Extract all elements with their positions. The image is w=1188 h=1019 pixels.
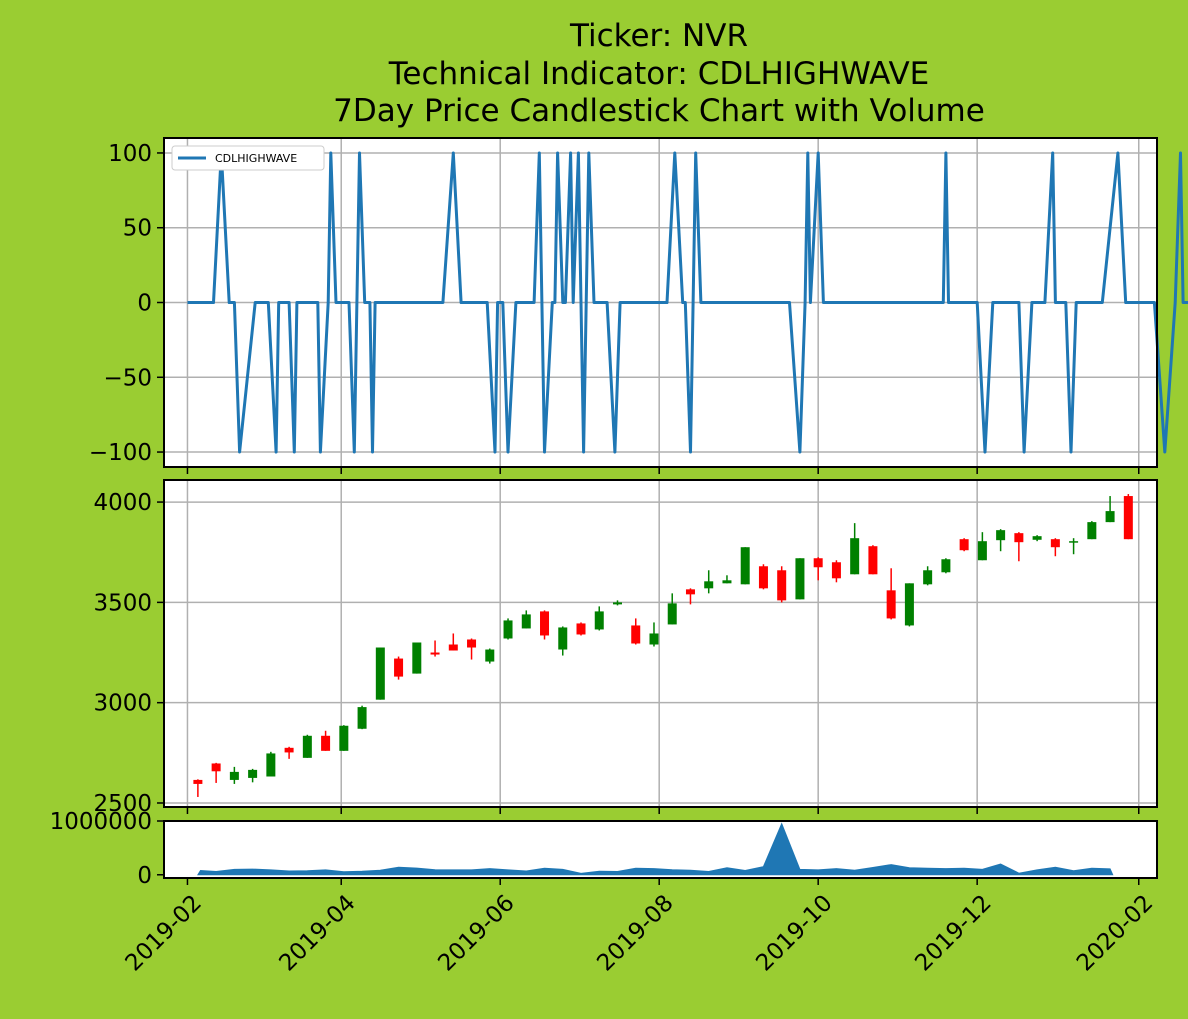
candle-body (612, 602, 622, 605)
price-y-tick-label: 2500 (93, 791, 152, 817)
candle-body (485, 649, 495, 662)
x-tick-label: 2019-04 (274, 890, 360, 976)
candle-body (959, 539, 969, 551)
candle-body (1123, 496, 1133, 540)
chart-title: Ticker: NVR (569, 18, 748, 54)
candle-body (1032, 536, 1042, 540)
chart-subtitle-2: 7Day Price Candlestick Chart with Volume (333, 93, 985, 129)
candle-body (576, 623, 586, 635)
x-tick-label: 2019-12 (910, 890, 996, 976)
candle-body (996, 530, 1006, 541)
candle-body (467, 639, 477, 648)
candle-body (704, 581, 714, 589)
candle-body (339, 725, 349, 751)
candle-body (594, 611, 604, 630)
x-tick-label: 2019-02 (121, 890, 207, 976)
indicator-y-tick-label: −100 (89, 440, 152, 466)
candle-body (850, 538, 860, 575)
price-y-tick-label: 4000 (93, 490, 152, 516)
candle-body (229, 771, 239, 780)
candle-body (394, 658, 404, 677)
candle-body (631, 625, 641, 644)
candle-body (868, 546, 878, 575)
x-tick-label: 2020-02 (1072, 890, 1158, 976)
candle-body (412, 642, 422, 674)
candle-body (813, 558, 823, 568)
volume-panel-frame (163, 820, 1158, 879)
candle-body (1087, 522, 1097, 540)
candle-body (375, 647, 385, 700)
price-y-tick-label: 3000 (93, 691, 152, 717)
candle-body (211, 763, 221, 772)
candle-body (266, 753, 276, 777)
candle-body (448, 644, 458, 651)
legend-label-cdlhighwave: CDLHIGHWAVE (215, 152, 297, 165)
candle-body (321, 735, 331, 751)
indicator-y-tick-label: 0 (137, 291, 152, 317)
candle-body (430, 652, 440, 655)
candle-body (302, 735, 312, 758)
candle-body (540, 611, 550, 636)
x-tick-label: 2019-06 (433, 890, 519, 976)
indicator-y-tick-label: 100 (108, 141, 152, 167)
candle-body (795, 558, 805, 600)
cdlhighwave-line (187, 151, 1188, 454)
chart-subtitle: Technical Indicator: CDLHIGHWAVE (388, 56, 930, 92)
candle-body (758, 566, 768, 589)
candle-body (521, 614, 531, 629)
candle-body (284, 747, 294, 753)
candle-body (193, 779, 203, 784)
candle-body (1105, 511, 1115, 523)
candle-body (886, 590, 896, 619)
candle-body (977, 541, 987, 561)
volume-area (197, 822, 1114, 876)
candle-body (558, 627, 568, 650)
candle-body (923, 570, 933, 585)
candle-body (1050, 539, 1060, 548)
candle-body (667, 603, 677, 625)
candle-body (1014, 533, 1024, 543)
candle-body (722, 580, 732, 584)
x-tick-label: 2019-10 (751, 890, 837, 976)
candle-body (1069, 541, 1079, 543)
candle-body (248, 769, 258, 778)
price-panel-background (164, 480, 1157, 807)
volume-y-tick-label: 0 (137, 863, 152, 889)
indicator-y-tick-label: 50 (123, 216, 152, 242)
candle-body (649, 633, 659, 645)
legend-box (171, 145, 325, 171)
candle-body (831, 562, 841, 579)
candle-body (685, 589, 695, 595)
price-y-tick-label: 3500 (93, 590, 152, 616)
candle-body (904, 583, 914, 626)
candle-body (503, 620, 513, 639)
candle-body (777, 570, 787, 601)
volume-y-tick-label: 1000000 (50, 809, 152, 835)
candle-body (941, 559, 951, 573)
indicator-y-tick-label: −50 (103, 365, 152, 391)
candle-body (740, 547, 750, 585)
candle-body (357, 707, 367, 729)
x-tick-label: 2019-08 (592, 890, 678, 976)
price-panel-frame (163, 479, 1158, 808)
